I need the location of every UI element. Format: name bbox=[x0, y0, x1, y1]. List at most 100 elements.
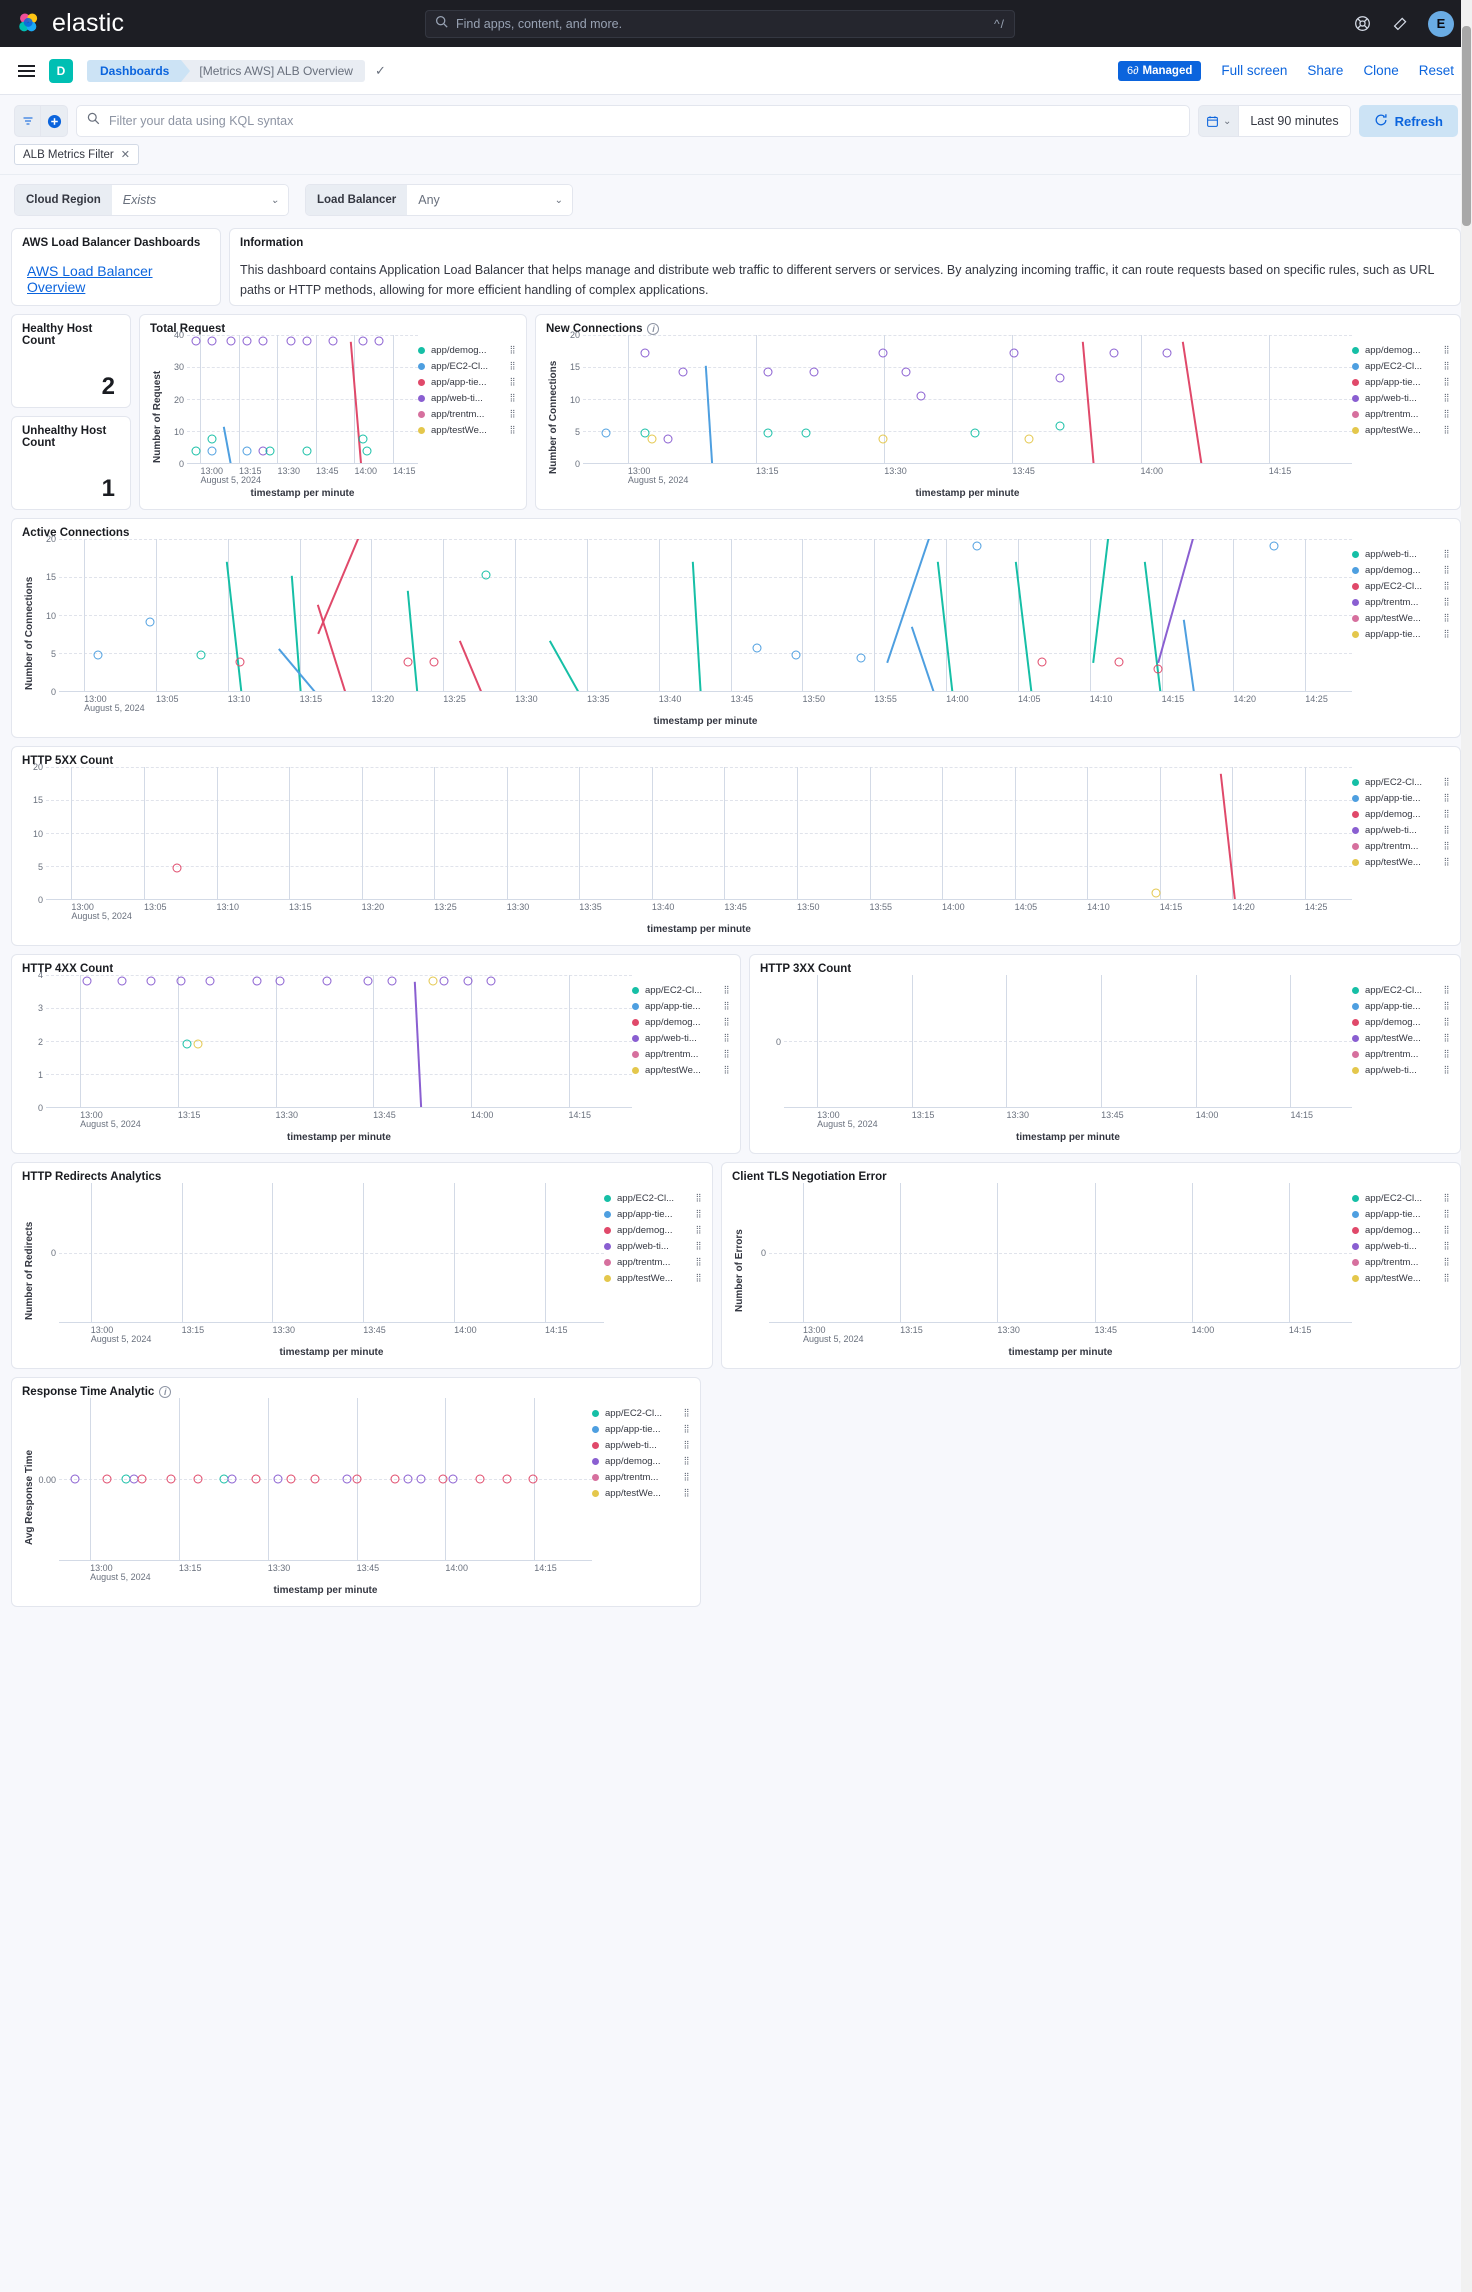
filter-pill-alb-metrics[interactable]: ALB Metrics Filter ✕ bbox=[14, 144, 139, 165]
legend-actions-icon[interactable]: ⣿ bbox=[1443, 985, 1450, 995]
data-point[interactable] bbox=[763, 428, 773, 438]
data-point[interactable] bbox=[1024, 434, 1034, 444]
legend-item[interactable]: app/trentm... ⣿ bbox=[1352, 841, 1450, 852]
data-point[interactable] bbox=[145, 617, 154, 627]
data-point[interactable] bbox=[1114, 657, 1124, 667]
data-point[interactable] bbox=[856, 653, 866, 663]
data-point[interactable] bbox=[640, 348, 650, 358]
legend-item[interactable]: app/demog... ⣿ bbox=[1352, 565, 1450, 576]
data-point[interactable] bbox=[387, 976, 397, 986]
data-point[interactable] bbox=[916, 391, 926, 401]
data-point[interactable] bbox=[1109, 348, 1119, 358]
legend-actions-icon[interactable]: ⣿ bbox=[1443, 345, 1450, 355]
legend-item[interactable]: app/web-ti... ⣿ bbox=[1352, 825, 1450, 836]
legend-actions-icon[interactable]: ⣿ bbox=[695, 1209, 702, 1219]
data-point[interactable] bbox=[358, 336, 368, 346]
legend-item[interactable]: app/app-tie... ⣿ bbox=[1352, 793, 1450, 804]
legend-actions-icon[interactable]: ⣿ bbox=[1443, 1049, 1450, 1059]
data-point[interactable] bbox=[172, 863, 182, 873]
data-point[interactable] bbox=[117, 976, 127, 986]
data-point[interactable] bbox=[678, 367, 688, 377]
data-point[interactable] bbox=[1055, 373, 1065, 383]
legend-item[interactable]: app/web-ti... ⣿ bbox=[592, 1440, 690, 1451]
legend-actions-icon[interactable]: ⣿ bbox=[683, 1488, 690, 1498]
legend-actions-icon[interactable]: ⣿ bbox=[1443, 1017, 1450, 1027]
legend-actions-icon[interactable]: ⣿ bbox=[1443, 1001, 1450, 1011]
legend-item[interactable]: app/EC2-Cl... ⣿ bbox=[1352, 361, 1450, 372]
legend-item[interactable]: app/testWe... ⣿ bbox=[1352, 857, 1450, 868]
data-point[interactable] bbox=[362, 446, 372, 456]
data-point[interactable] bbox=[481, 570, 491, 580]
chart-canvas[interactable] bbox=[583, 335, 1352, 464]
legend-actions-icon[interactable]: ⣿ bbox=[1443, 361, 1450, 371]
data-point[interactable] bbox=[1037, 657, 1047, 667]
control-load-balancer[interactable]: Load Balancer Any ⌄ bbox=[305, 184, 573, 216]
data-point[interactable] bbox=[166, 1474, 176, 1484]
data-point[interactable] bbox=[207, 434, 217, 444]
legend-item[interactable]: app/web-ti... ⣿ bbox=[1352, 1241, 1450, 1252]
close-icon[interactable]: ✕ bbox=[120, 149, 130, 161]
legend-actions-icon[interactable]: ⣿ bbox=[509, 377, 516, 387]
add-filter-icon[interactable] bbox=[41, 105, 68, 137]
legend-actions-icon[interactable]: ⣿ bbox=[1443, 857, 1450, 867]
chart-canvas[interactable] bbox=[59, 539, 1352, 692]
legend-actions-icon[interactable]: ⣿ bbox=[695, 1193, 702, 1203]
clone-button[interactable]: Clone bbox=[1363, 63, 1399, 78]
legend-actions-icon[interactable]: ⣿ bbox=[683, 1408, 690, 1418]
data-point[interactable] bbox=[358, 434, 368, 444]
data-point[interactable] bbox=[302, 446, 312, 456]
data-point[interactable] bbox=[403, 657, 413, 667]
breadcrumb-dashboards[interactable]: Dashboards bbox=[87, 59, 191, 82]
avatar[interactable]: E bbox=[1428, 10, 1454, 37]
data-point[interactable] bbox=[528, 1474, 538, 1484]
data-point[interactable] bbox=[878, 434, 888, 444]
legend-item[interactable]: app/demog... ⣿ bbox=[592, 1456, 690, 1467]
filter-options-icon[interactable] bbox=[14, 105, 41, 137]
legend-actions-icon[interactable]: ⣿ bbox=[1443, 1065, 1450, 1075]
legend-actions-icon[interactable]: ⣿ bbox=[695, 1241, 702, 1251]
control-cloud-region[interactable]: Cloud Region Exists ⌄ bbox=[14, 184, 289, 216]
calendar-icon-button[interactable]: ⌄ bbox=[1197, 105, 1239, 137]
legend-item[interactable]: app/EC2-Cl... ⣿ bbox=[1352, 1193, 1450, 1204]
data-point[interactable] bbox=[252, 976, 262, 986]
share-button[interactable]: Share bbox=[1307, 63, 1344, 78]
data-point[interactable] bbox=[342, 1474, 352, 1484]
data-point[interactable] bbox=[663, 434, 673, 444]
legend-item[interactable]: app/app-tie... ⣿ bbox=[1352, 629, 1450, 640]
chart-canvas[interactable] bbox=[784, 975, 1352, 1108]
reset-button[interactable]: Reset bbox=[1418, 63, 1454, 78]
data-point[interactable] bbox=[428, 976, 438, 986]
data-point[interactable] bbox=[70, 1474, 80, 1484]
date-range-value[interactable]: Last 90 minutes bbox=[1238, 105, 1351, 137]
data-point[interactable] bbox=[972, 541, 982, 551]
data-point[interactable] bbox=[1055, 421, 1065, 431]
data-point[interactable] bbox=[763, 367, 773, 377]
kql-search-input[interactable]: Filter your data using KQL syntax bbox=[76, 105, 1190, 137]
legend-actions-icon[interactable]: ⣿ bbox=[509, 425, 516, 435]
data-point[interactable] bbox=[429, 657, 439, 667]
control-cloud-region-field[interactable]: Exists ⌄ bbox=[111, 185, 288, 215]
legend-actions-icon[interactable]: ⣿ bbox=[1443, 1273, 1450, 1283]
legend-actions-icon[interactable]: ⣿ bbox=[1443, 565, 1450, 575]
data-point[interactable] bbox=[242, 446, 252, 456]
chart-canvas[interactable] bbox=[46, 975, 632, 1108]
data-point[interactable] bbox=[193, 1039, 203, 1049]
data-point[interactable] bbox=[901, 367, 911, 377]
data-point[interactable] bbox=[226, 336, 236, 346]
legend-item[interactable]: app/EC2-Cl... ⣿ bbox=[1352, 985, 1450, 996]
data-point[interactable] bbox=[878, 348, 888, 358]
elastic-brand[interactable]: elastic bbox=[16, 9, 124, 38]
data-point[interactable] bbox=[438, 1474, 448, 1484]
data-point[interactable] bbox=[82, 976, 92, 986]
legend-item[interactable]: app/testWe... ⣿ bbox=[1352, 425, 1450, 436]
data-point[interactable] bbox=[374, 336, 384, 346]
legend-item[interactable]: app/trentm... ⣿ bbox=[604, 1257, 702, 1268]
data-point[interactable] bbox=[102, 1474, 112, 1484]
announcement-icon[interactable] bbox=[1390, 14, 1410, 34]
data-point[interactable] bbox=[647, 434, 657, 444]
legend-item[interactable]: app/trentm... ⣿ bbox=[592, 1472, 690, 1483]
legend-actions-icon[interactable]: ⣿ bbox=[1443, 1033, 1450, 1043]
data-point[interactable] bbox=[1009, 348, 1019, 358]
refresh-button[interactable]: Refresh bbox=[1358, 105, 1458, 137]
legend-actions-icon[interactable]: ⣿ bbox=[1443, 425, 1450, 435]
